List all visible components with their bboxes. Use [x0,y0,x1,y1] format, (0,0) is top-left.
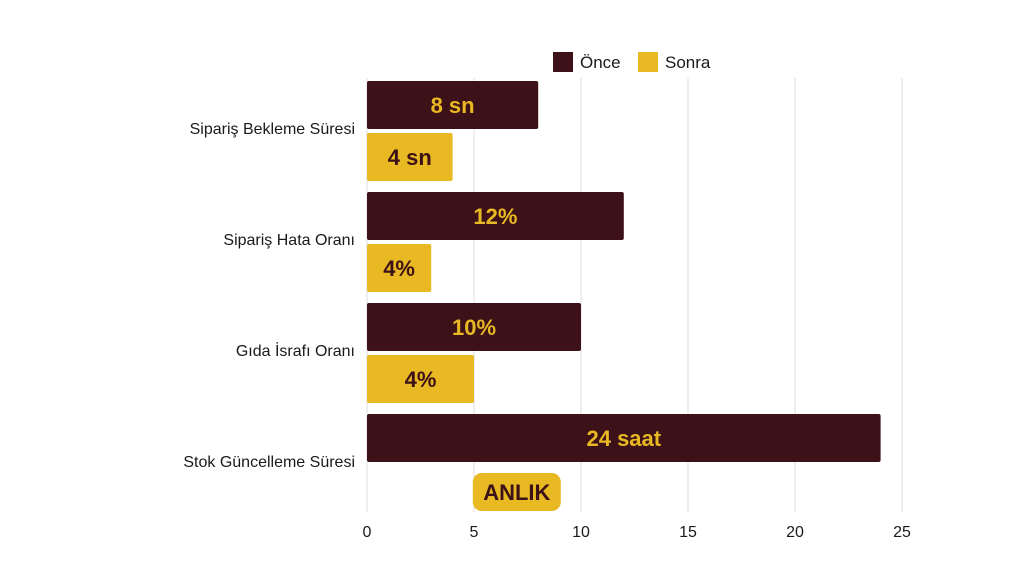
x-tick-label-25: 25 [893,524,911,541]
bar-sonra [367,244,432,292]
legend: Önce Sonra [553,52,711,72]
bar-sonra [367,133,453,181]
x-tick-label-0: 0 [363,524,372,541]
x-tick-label-20: 20 [786,524,804,541]
data-label-sonra: 4% [405,367,437,392]
annotation-badge [472,473,561,511]
category-label: Sipariş Bekleme Süresi [190,121,355,138]
x-tick-label-5: 5 [470,524,479,541]
bar-once [367,81,539,129]
bars: 8 sn 4 sn 12% 4% 10% 4% 24 saat ANLIK [367,81,881,511]
category-label: Stok Güncelleme Süresi [183,454,355,471]
x-tick-label-10: 10 [572,524,590,541]
bar-sonra [367,355,474,403]
x-axis-ticks: 0 5 10 15 20 25 [363,524,911,541]
bar-once [367,303,581,351]
bar-once [367,414,881,462]
legend-swatch-sonra [638,52,658,72]
data-label-once: 12% [473,204,517,229]
legend-swatch-once [553,52,573,72]
category-label: Gıda İsrafı Oranı [236,341,355,360]
annotation-label: ANLIK [483,480,550,505]
bar-once [367,192,624,240]
category-labels: Sipariş Bekleme Süresi Sipariş Hata Oranı… [183,121,355,471]
data-label-once: 8 sn [431,93,475,118]
data-label-sonra: 4% [383,256,415,281]
legend-label-once: Önce [580,53,621,72]
data-label-sonra: 4 sn [388,145,432,170]
data-label-once: 10% [452,315,496,340]
category-label: Sipariş Hata Oranı [223,232,355,249]
x-tick-label-15: 15 [679,524,697,541]
legend-label-sonra: Sonra [665,53,711,72]
data-label-once: 24 saat [586,426,661,451]
